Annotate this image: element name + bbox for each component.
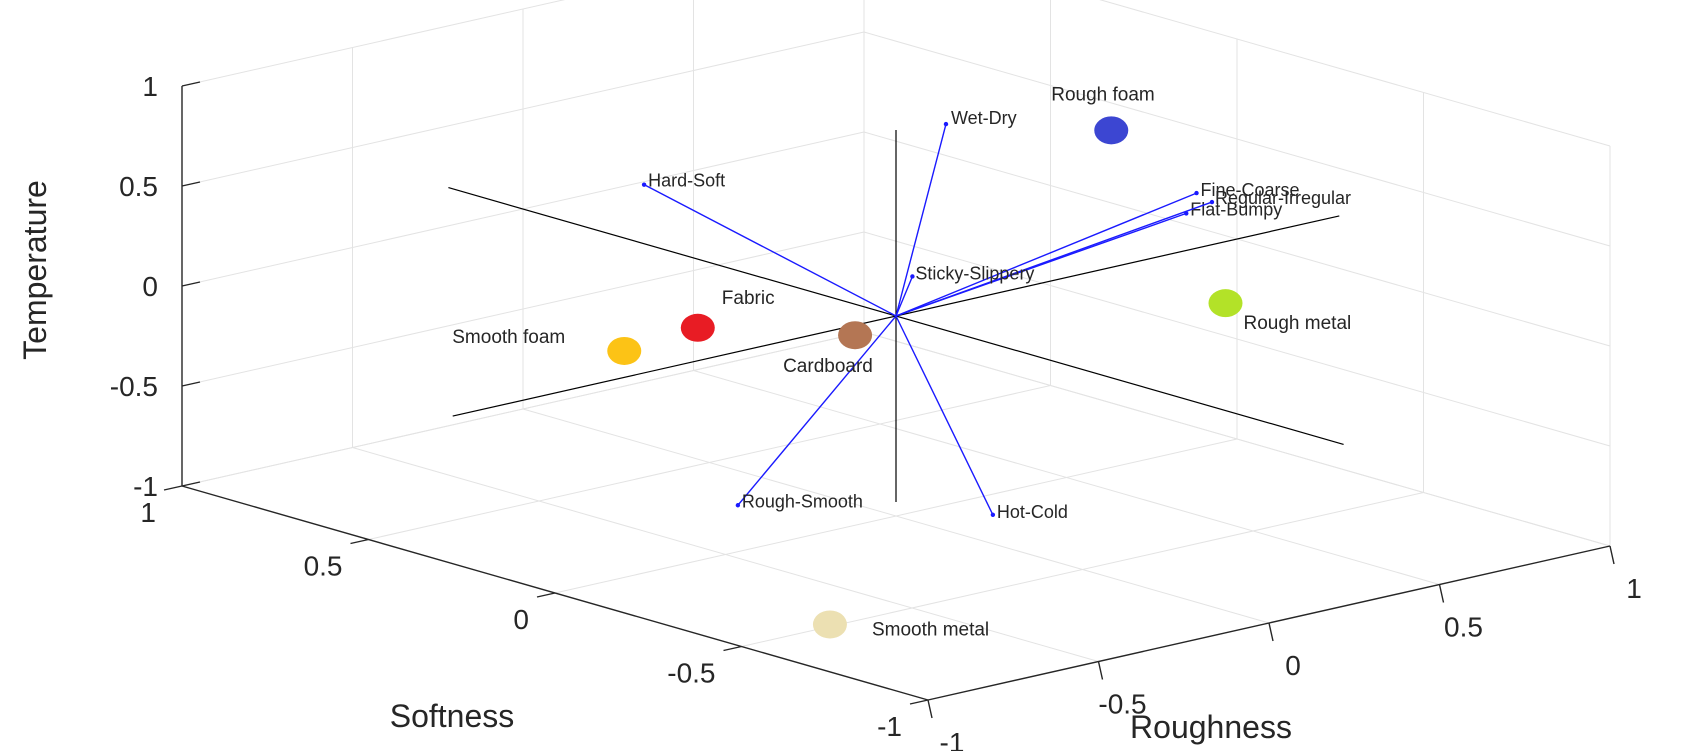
vector-tip (735, 503, 741, 508)
z-tick-label: 0 (142, 271, 158, 302)
vector-tip (1194, 190, 1199, 196)
material-point (1094, 116, 1129, 145)
y-tick-label: 0.5 (304, 551, 343, 582)
material-point (680, 313, 715, 342)
vector-hard-soft (643, 184, 897, 317)
axes-box (163, 81, 1615, 719)
vector-tip (943, 121, 949, 127)
y-tick-mark (723, 645, 742, 652)
y-tick-label: -1 (877, 711, 902, 742)
vector-label: Sticky-Slippery (915, 263, 1034, 283)
x-tick-mark (1097, 661, 1104, 680)
y-tick-mark (163, 485, 183, 491)
vector-label: Rough-Smooth (742, 491, 863, 511)
vector-label: Fine-Coarse (1201, 180, 1300, 200)
material-label: Smooth metal (872, 619, 989, 640)
x-axis-label: Roughness (1130, 709, 1292, 745)
x-tick-mark (1268, 622, 1274, 642)
grid-line (181, 331, 865, 487)
material-point (812, 610, 847, 639)
vector-label: Flat-Bumpy (1190, 199, 1282, 219)
material-label: Fabric (722, 288, 775, 309)
z-tick-label: 1 (142, 71, 158, 102)
vector-hot-cold (895, 315, 994, 516)
material-points: Rough foam Fabric Smooth foam Cardboard Roug… (452, 84, 1351, 640)
material-point (838, 321, 873, 350)
z-tick-mark (181, 81, 201, 87)
vector-tip (641, 182, 647, 187)
x-tick-label: -0.5 (1098, 689, 1146, 720)
z-axis-label: Temperature (17, 180, 53, 360)
loading-vectors: Wet-Dry Hard-Soft Fine-CoarseFlat-BumpyReg… (641, 108, 1351, 522)
tick-labels: -1 -1 -1 -0.5 -0.5 -0.5 0 0 0 0.5 0.5 0.5 1 1 1 (110, 71, 1642, 751)
grid-line (863, 31, 1611, 247)
x-tick-label: 0.5 (1444, 612, 1483, 643)
y-tick-mark (536, 592, 556, 598)
y-tick-label: -0.5 (667, 658, 715, 689)
x-tick-label: 0 (1285, 650, 1301, 681)
vector-label: Wet-Dry (951, 108, 1017, 128)
vector-wet-dry (895, 123, 947, 317)
vector-label: Hot-Cold (997, 502, 1068, 522)
vector-label: Hard-Soft (648, 171, 725, 191)
grid-line (181, 31, 865, 187)
grid-line (863, 331, 1611, 547)
grid-line (1099, 0, 1611, 147)
vector-sticky-slippery (895, 276, 914, 317)
material-label: Cardboard (783, 356, 873, 377)
vector-tip (1209, 199, 1215, 205)
material-point (607, 336, 642, 365)
x-tick-label: 1 (1626, 573, 1642, 604)
vector-tip (910, 274, 915, 279)
z-tick-mark (181, 181, 201, 187)
grid-line (368, 385, 1051, 540)
y-tick-label: 1 (140, 497, 156, 528)
material-label: Rough metal (1244, 313, 1352, 334)
y-tick-mark (909, 699, 929, 705)
grid-line (693, 370, 1440, 585)
material-point (1208, 289, 1243, 318)
vector-tip (990, 512, 996, 518)
material-label: Smooth foam (452, 327, 565, 348)
vector-label: Regular-Irregular (1215, 188, 1351, 208)
z-tick-label: -0.5 (110, 371, 158, 402)
y-axis-label: Softness (390, 698, 515, 734)
grid-line (554, 438, 1238, 594)
material-label: Rough foam (1051, 84, 1155, 105)
z-tick-label: -1 (133, 471, 158, 502)
y-tick-mark (350, 538, 369, 545)
x-tick-mark (1438, 584, 1445, 603)
z-tick-mark (181, 281, 201, 287)
vector-fine-coarse (895, 192, 1197, 317)
vector-rough-smooth (737, 315, 897, 506)
x-tick-mark (927, 699, 933, 719)
y-tick-label: 0 (513, 604, 529, 635)
z-tick-mark (181, 381, 201, 387)
z-tick-mark (181, 481, 201, 487)
x-tick-label: -1 (940, 727, 965, 751)
grid-line (181, 0, 566, 87)
x-tick-mark (1609, 545, 1615, 565)
z-tick-label: 0.5 (119, 171, 158, 202)
vector-regular-irregular (895, 201, 1213, 317)
